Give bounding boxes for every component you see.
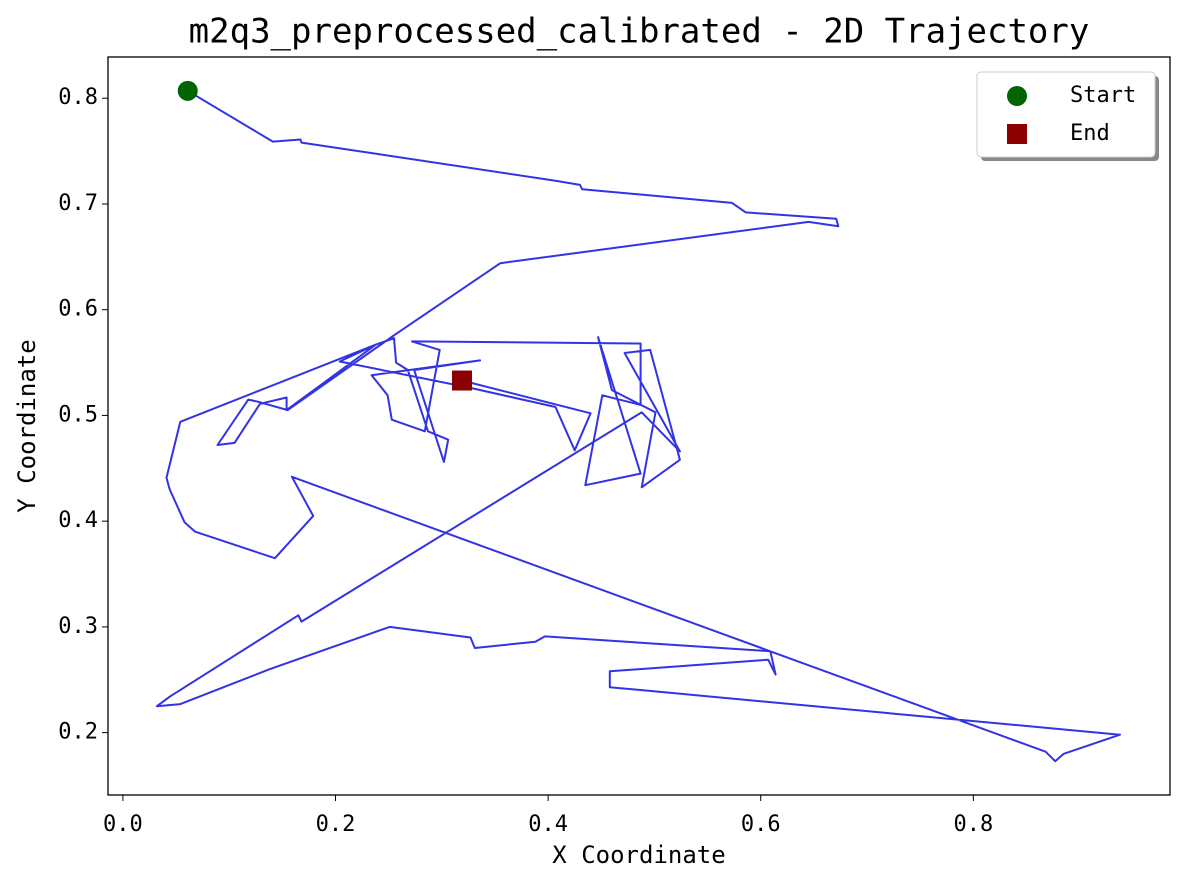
legend-label: Start (1070, 83, 1136, 108)
plot-frame (107, 56, 1171, 796)
y-tick-label: 0.5 (58, 402, 98, 427)
legend-swatch (1007, 86, 1027, 106)
marker-point (177, 80, 198, 101)
y-tick-label: 0.8 (58, 85, 98, 110)
x-tick-label: 0.0 (103, 812, 143, 837)
legend-swatch (1007, 124, 1027, 144)
x-axis-label: X Coordinate (552, 841, 725, 869)
y-axis-label: Y Coordinate (13, 339, 41, 512)
x-tick-label: 0.4 (528, 812, 568, 837)
marker-point (452, 370, 472, 391)
y-tick-label: 0.2 (58, 720, 98, 745)
y-tick-label: 0.6 (58, 297, 98, 322)
y-tick-label: 0.4 (58, 508, 98, 533)
x-tick-label: 0.2 (316, 812, 356, 837)
y-tick-label: 0.3 (58, 614, 98, 639)
x-tick-label: 0.8 (953, 812, 993, 837)
x-tick-label: 0.6 (741, 812, 781, 837)
legend-label: End (1070, 121, 1110, 146)
chart-title: m2q3_preprocessed_calibrated - 2D Trajec… (189, 12, 1090, 52)
trajectory-line (155, 89, 1121, 763)
y-tick-label: 0.7 (58, 191, 98, 216)
